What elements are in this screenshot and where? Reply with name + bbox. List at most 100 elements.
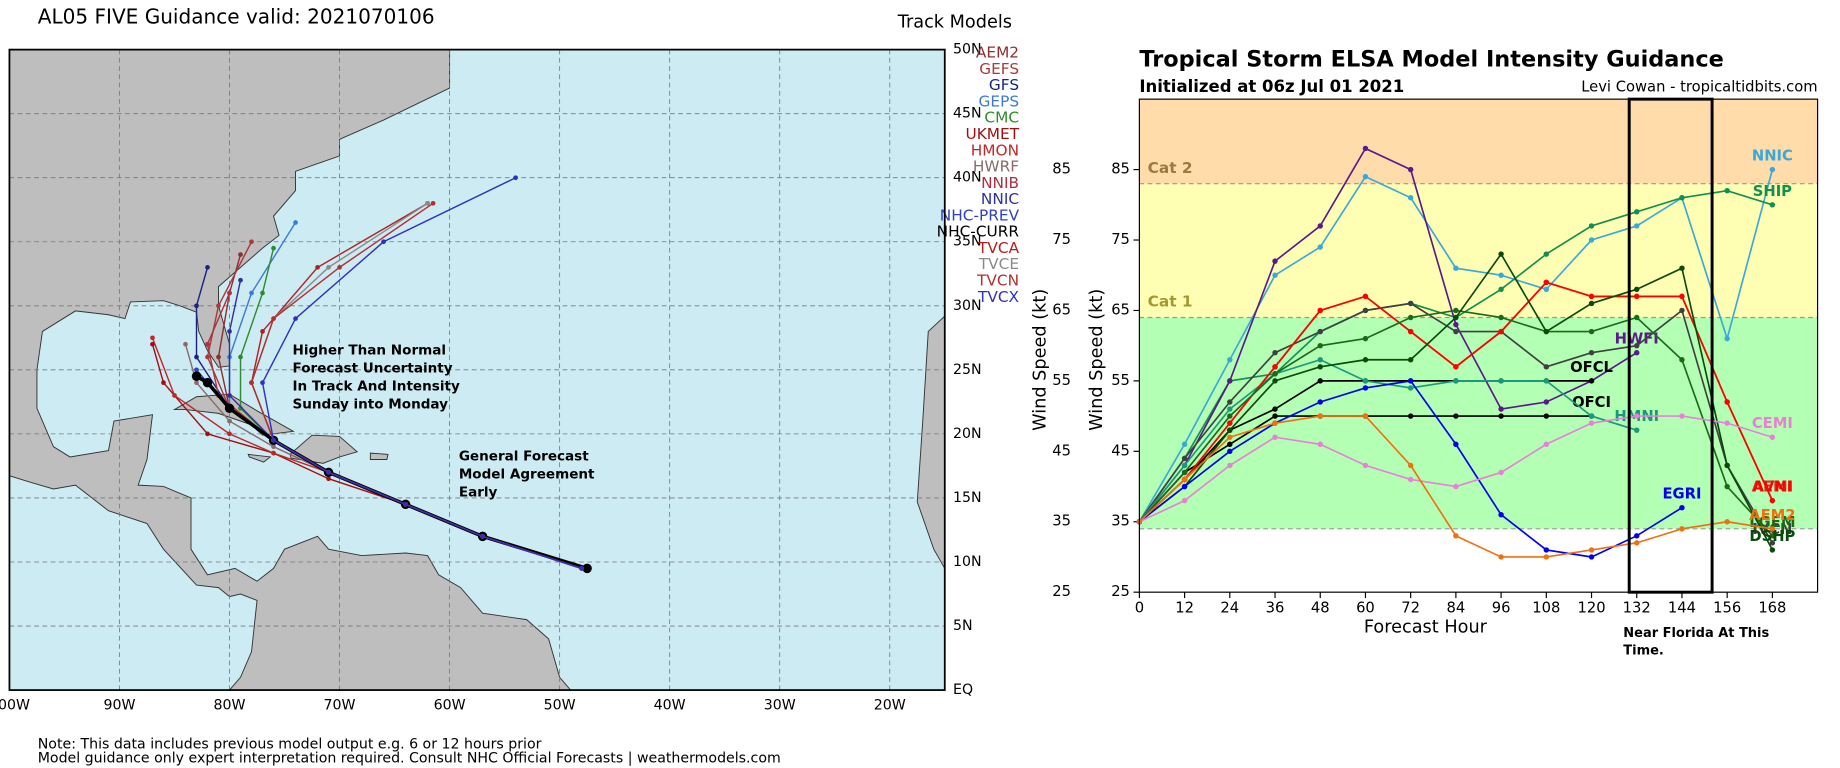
legend-entry: CMC xyxy=(984,109,1019,127)
y-tick-label: EQ xyxy=(953,682,973,698)
series-point xyxy=(1317,364,1323,370)
track-point xyxy=(271,316,276,321)
series-point xyxy=(1634,342,1640,349)
series-point xyxy=(1453,441,1459,447)
series-point xyxy=(1724,188,1730,194)
series-point xyxy=(1453,307,1459,314)
series-point xyxy=(1407,300,1414,307)
y-tick-label: 55 xyxy=(1111,372,1130,389)
series-label: AEMI xyxy=(1752,479,1794,496)
series-point xyxy=(1227,399,1233,405)
series-point xyxy=(1181,455,1188,462)
track-point xyxy=(227,418,232,424)
series-point xyxy=(1769,202,1776,208)
track-point xyxy=(224,403,235,413)
series-point xyxy=(1724,399,1730,405)
series-point xyxy=(1679,526,1685,532)
series-point xyxy=(1317,342,1323,349)
series-point xyxy=(1453,314,1459,321)
track-point xyxy=(161,380,166,386)
annotation: Early xyxy=(459,485,498,501)
x-tick-label: 100W xyxy=(0,697,30,713)
y-tick-label: 30N xyxy=(953,298,982,314)
series-point xyxy=(1362,307,1369,314)
legend-entry: GEPS xyxy=(979,92,1020,110)
y-tick-label: 35 xyxy=(1111,513,1130,530)
series-point xyxy=(1543,399,1550,405)
y-tick-label: 65 xyxy=(1052,301,1071,318)
y-axis-label: Wind Speed (kt) xyxy=(1087,289,1107,431)
annotation: Sunday into Monday xyxy=(293,397,449,413)
y-tick-label: 75 xyxy=(1111,231,1130,248)
series-point xyxy=(1362,385,1369,391)
land xyxy=(369,452,389,460)
series-point xyxy=(1679,265,1685,271)
legend-title: Track Models xyxy=(897,12,1012,32)
band-label: Cat 1 xyxy=(1148,293,1193,311)
series-point xyxy=(1543,251,1550,257)
legend-entry: HWRF xyxy=(973,158,1019,176)
series-point xyxy=(1634,533,1640,539)
series-point xyxy=(1227,413,1233,419)
series-point xyxy=(1272,420,1278,426)
series-point xyxy=(1498,328,1504,335)
y-tick-label: 65 xyxy=(1111,301,1130,318)
track-point xyxy=(249,239,254,245)
series-label: OFCL xyxy=(1570,359,1613,376)
series-point xyxy=(1679,357,1685,363)
y-tick-label: 25 xyxy=(1111,583,1130,600)
series-label: OFCI xyxy=(1572,394,1611,411)
x-tick-label: 60 xyxy=(1356,600,1375,617)
series-point xyxy=(1634,314,1640,321)
series-point xyxy=(1543,328,1550,335)
series-point xyxy=(1272,349,1278,356)
x-tick-label: 144 xyxy=(1668,600,1696,617)
track-point xyxy=(205,341,210,347)
series-point xyxy=(1227,378,1233,384)
y-tick-label: 75 xyxy=(1052,231,1071,248)
series-point xyxy=(1317,413,1323,419)
legend-entry: TVCA xyxy=(977,239,1020,257)
x-tick-label: 80W xyxy=(214,697,246,713)
series-point xyxy=(1588,223,1595,229)
series-point xyxy=(1679,307,1685,314)
legend-entry: NHC-CURR xyxy=(937,223,1020,241)
series-point xyxy=(1588,293,1595,300)
x-tick-label: 48 xyxy=(1311,600,1330,617)
track-point xyxy=(194,367,199,373)
track-point xyxy=(582,563,592,574)
series-point xyxy=(1362,462,1369,469)
y-tick-label: 15N xyxy=(953,490,982,506)
series-point xyxy=(1588,237,1595,243)
y-tick-label: 10N xyxy=(953,554,982,570)
y-tick-label: 45 xyxy=(1052,442,1071,459)
track-point xyxy=(238,277,243,283)
legend-entry: TVCE xyxy=(978,255,1019,273)
series-point xyxy=(1317,244,1323,250)
series-point xyxy=(1407,195,1414,201)
band xyxy=(1139,183,1818,318)
y-tick-label: 25N xyxy=(953,362,982,378)
series-point xyxy=(1227,406,1233,412)
x-tick-label: 168 xyxy=(1758,600,1786,617)
y-tick-label: 45N xyxy=(953,106,982,122)
track-point xyxy=(430,200,436,206)
x-tick-label: 90W xyxy=(103,697,135,713)
series-point xyxy=(1498,469,1504,476)
series-point xyxy=(1362,145,1369,152)
track-point xyxy=(205,265,210,270)
series-point xyxy=(1588,420,1595,426)
legend-entry: NHC-PREV xyxy=(940,206,1020,224)
series-point xyxy=(1634,349,1640,356)
x-tick-label: 72 xyxy=(1401,600,1420,617)
x-tick-label: 84 xyxy=(1447,600,1466,617)
series-point xyxy=(1498,378,1504,384)
y-tick-label: 85 xyxy=(1111,161,1130,178)
series-point xyxy=(1634,293,1640,300)
series-point xyxy=(1769,526,1776,532)
series-point xyxy=(1543,378,1550,384)
track-point xyxy=(381,239,386,245)
track-point xyxy=(205,431,210,437)
series-label: EGRI xyxy=(1662,486,1701,503)
